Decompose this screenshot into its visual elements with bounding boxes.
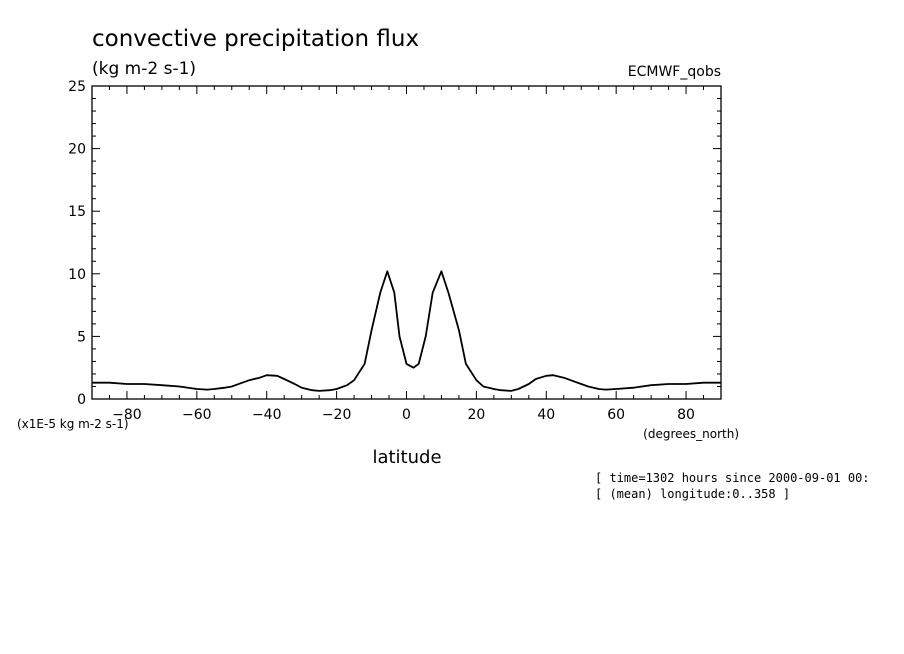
chart-title: convective precipitation flux	[92, 26, 419, 52]
x-tick-label: 0	[402, 407, 411, 423]
x-tick-label: 20	[467, 407, 485, 423]
longitude-info: [ (mean) longitude:0..358 ]	[595, 487, 790, 501]
x-tick-label: −60	[182, 407, 212, 423]
series-line	[92, 270, 721, 392]
x-axis-tick-labels: −80 −60 −40 −20 0 20 40 60 80	[112, 407, 695, 423]
y-scale-label: (x1E-5 kg m-2 s-1)	[17, 417, 129, 431]
minor-ticks	[91, 86, 722, 399]
y-tick-label: 10	[68, 267, 86, 283]
major-ticks	[92, 85, 721, 400]
x-axis-label: latitude	[372, 447, 441, 468]
y-tick-label: 0	[77, 392, 86, 408]
x-tick-label: 40	[537, 407, 555, 423]
x-units-label: (degrees_north)	[643, 427, 739, 441]
chart-units: (kg m-2 s-1)	[92, 59, 196, 79]
x-tick-label: 80	[677, 407, 695, 423]
x-tick-label: −80	[112, 407, 142, 423]
y-tick-label: 15	[68, 204, 86, 220]
x-tick-label: 60	[607, 407, 625, 423]
data-source-label: ECMWF_qobs	[628, 64, 721, 80]
y-tick-label: 20	[68, 142, 86, 158]
y-tick-label: 5	[77, 329, 86, 345]
time-info: [ time=1302 hours since 2000-09-01 00:	[595, 471, 870, 485]
y-axis-tick-labels: 0 5 10 15 20 25	[68, 79, 86, 408]
plot-frame	[91, 85, 722, 400]
y-tick-label: 25	[68, 79, 86, 95]
x-tick-label: −40	[252, 407, 282, 423]
x-tick-label: −20	[322, 407, 352, 423]
